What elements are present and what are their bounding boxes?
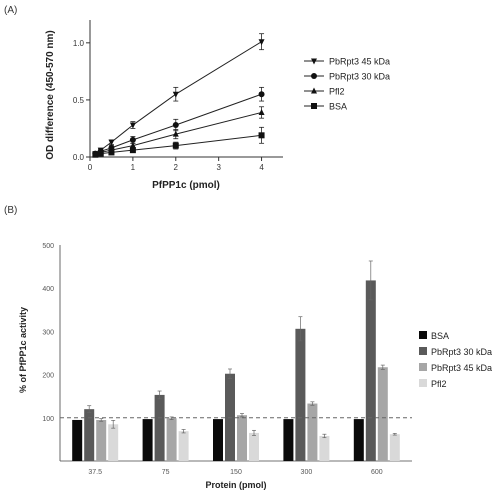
data-point (97, 150, 104, 157)
panel-b-bars (72, 260, 400, 461)
bar-group (72, 405, 119, 461)
legend-swatch (419, 331, 427, 339)
data-point (129, 136, 136, 143)
data-point (92, 151, 99, 158)
bar (249, 432, 259, 461)
panel-b-axes (59, 245, 412, 462)
bar (178, 431, 189, 461)
x-tick-label: 1 (131, 163, 136, 172)
data-point (108, 149, 115, 156)
bar-group (353, 260, 400, 461)
bar (108, 424, 119, 461)
bar (295, 328, 306, 461)
bar (377, 367, 388, 461)
bar (154, 394, 165, 461)
bar (142, 419, 153, 461)
panel-a-series (92, 33, 265, 158)
series-line (95, 41, 262, 154)
legend-marker (311, 87, 317, 94)
legend-label: BSA (431, 331, 449, 341)
data-point (258, 132, 265, 139)
legend-swatch (419, 379, 427, 387)
x-tick-label: 4 (259, 163, 264, 172)
series-0 (92, 33, 265, 158)
data-point (129, 142, 136, 149)
y-tick-label: 100 (42, 416, 54, 423)
panel-b-x-axis-label: Protein (pmol) (206, 480, 267, 490)
data-point (258, 108, 265, 115)
bar-group (213, 368, 259, 461)
x-tick-label: 2 (174, 163, 179, 172)
data-point (172, 122, 179, 129)
legend-swatch (419, 347, 427, 355)
bar (283, 419, 294, 461)
legend-label: Pfl2 (431, 379, 447, 389)
legend-label: PbRpt3 30 kDa (431, 347, 492, 357)
panel-b-y-ticks: 100 200 300 400 500 (42, 243, 54, 423)
panel-a-legend: PbRpt3 45 kDa PbRpt3 30 kDa Pfl2 BSA (304, 57, 390, 112)
x-tick-label: 75 (162, 469, 170, 476)
series-2 (92, 106, 265, 158)
y-tick-label: 0.0 (73, 153, 85, 162)
x-tick-label: 150 (230, 469, 242, 476)
bar (389, 434, 400, 461)
bar (96, 419, 107, 461)
bar (166, 418, 177, 461)
y-tick-label: 500 (42, 243, 54, 250)
y-tick-label: 400 (42, 286, 54, 293)
panel-a-x-axis-label: PfPP1c (pmol) (152, 180, 220, 191)
y-tick-label: 200 (42, 373, 54, 380)
panel-b-x-ticks: 37.5 75 150 300 600 (88, 469, 382, 476)
data-point (172, 142, 179, 149)
panel-a-x-ticks: 0 1 2 3 4 (88, 157, 264, 172)
bar (319, 435, 330, 461)
x-tick-label: 600 (371, 469, 383, 476)
legend-label: PbRpt3 45 kDa (431, 363, 492, 373)
x-tick-label: 37.5 (88, 469, 102, 476)
data-point (258, 91, 265, 98)
panel-a-y-axis-label: OD difference (450-570 nm) (45, 30, 56, 160)
legend-marker (311, 73, 317, 79)
panel-b-y-axis-label: % of PfPP1c activity (18, 307, 28, 393)
bar-group (142, 390, 189, 461)
series-3 (92, 126, 265, 158)
panel-a-y-ticks: 0.0 0.5 1.0 (73, 39, 90, 162)
bar (84, 409, 95, 461)
data-point (172, 130, 179, 137)
data-point (258, 39, 265, 46)
bar (72, 419, 83, 461)
legend-marker (311, 58, 317, 65)
x-tick-label: 3 (216, 163, 221, 172)
bar (353, 419, 364, 461)
panel-a-label: (A) (4, 5, 17, 16)
legend-label: BSA (329, 102, 347, 112)
data-point (129, 147, 136, 154)
y-tick-label: 300 (42, 329, 54, 336)
panel-b-label: (B) (4, 205, 17, 216)
data-point (108, 139, 115, 146)
bar-group (283, 316, 330, 461)
panel-b-legend: BSA PbRpt3 30 kDa PbRpt3 45 kDa Pfl2 (419, 331, 492, 389)
panel-a: (A) 0 1 2 3 4 0.0 0.5 1.0 PfPP1c (pmol) OD dif… (4, 5, 390, 191)
y-tick-label: 0.5 (73, 96, 85, 105)
data-point (172, 91, 179, 98)
legend-marker (311, 103, 317, 109)
bar (365, 280, 376, 461)
legend-swatch (419, 363, 427, 371)
legend-label: PbRpt3 45 kDa (329, 57, 390, 67)
x-tick-label: 0 (88, 163, 93, 172)
legend-label: PbRpt3 30 kDa (329, 72, 390, 82)
y-tick-label: 1.0 (73, 39, 85, 48)
bar (213, 419, 223, 461)
panel-b: (B) 100 200 300 400 500 37.5 75 150 300 600 Prot… (4, 205, 492, 490)
bar (307, 403, 318, 461)
legend-label: Pfl2 (329, 87, 345, 97)
x-tick-label: 300 (301, 469, 313, 476)
bar (237, 415, 247, 461)
data-point (129, 122, 136, 129)
